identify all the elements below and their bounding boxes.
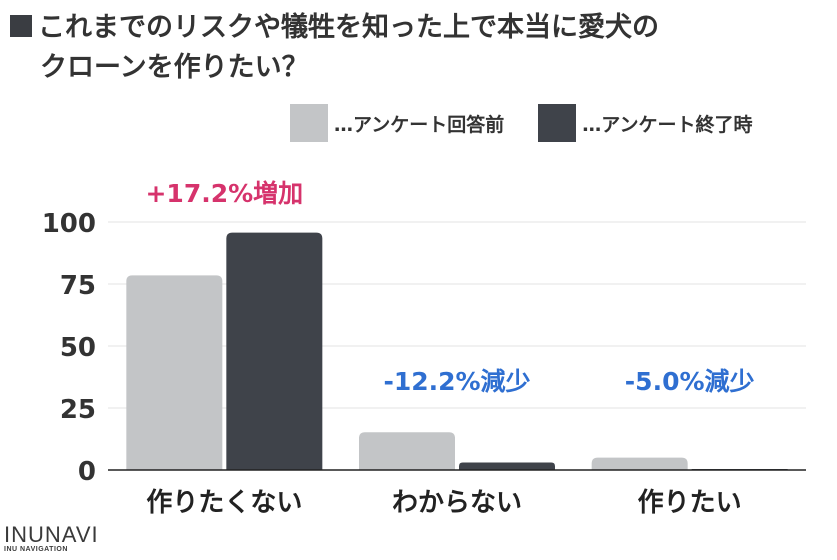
bar-after xyxy=(459,462,555,470)
chart-title: これまでのリスクや犠牲を知った上で本当に愛犬の クローンを作りたい？ xyxy=(10,8,750,88)
x-category-label: 作りたい xyxy=(638,488,742,518)
title-square-icon xyxy=(10,15,32,37)
bar-before xyxy=(359,432,455,470)
y-tick-label: 100 xyxy=(42,209,96,239)
y-tick-label: 25 xyxy=(60,395,96,425)
bar-before xyxy=(591,457,688,470)
chart-title-line2: クローンを作りたい？ xyxy=(40,52,309,83)
legend-swatch-after xyxy=(538,104,577,142)
legend: …アンケート回答前 …アンケート終了時 xyxy=(290,104,787,142)
bar-before xyxy=(126,275,223,470)
legend-swatch-before xyxy=(290,104,328,142)
legend-item-after: …アンケート終了時 xyxy=(538,104,753,142)
logo-main-text: INUNAVI xyxy=(4,522,99,547)
y-tick-label: 50 xyxy=(60,333,96,363)
y-tick-label: 75 xyxy=(60,271,96,301)
bar-after xyxy=(226,232,323,470)
legend-label-before: …アンケート回答前 xyxy=(334,113,505,136)
x-category-label: わからない xyxy=(392,488,522,518)
x-category-label: 作りたくない xyxy=(146,488,302,518)
legend-label-after: …アンケート終了時 xyxy=(582,113,753,136)
chart-title-line1: これまでのリスクや犠牲を知った上で本当に愛犬の xyxy=(38,12,659,43)
change-annotation: -5.0%減少 xyxy=(625,367,755,396)
change-annotation: -12.2%減少 xyxy=(383,367,530,396)
y-tick-label: 0 xyxy=(78,457,96,487)
inunavi-logo: INUNAVI INU NAVIGATION xyxy=(4,522,99,554)
legend-item-before: …アンケート回答前 xyxy=(290,104,504,142)
logo-sub-text: INU NAVIGATION xyxy=(4,546,68,553)
change-annotation: +17.2%増加 xyxy=(145,179,303,208)
